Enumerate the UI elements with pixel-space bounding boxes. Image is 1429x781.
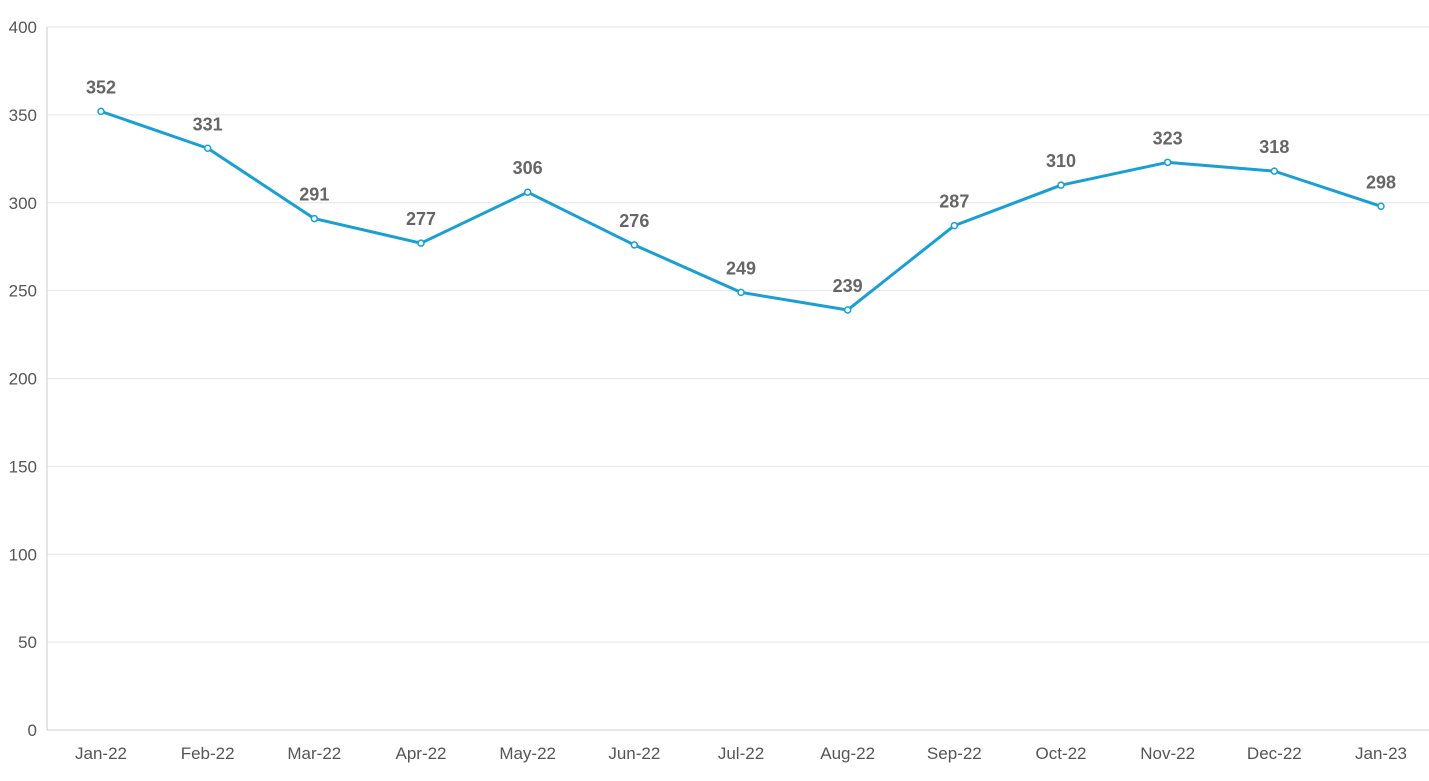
data-point[interactable] [737, 288, 745, 297]
data-label: 318 [1259, 137, 1289, 157]
data-point[interactable] [1057, 181, 1065, 189]
data-label: 306 [513, 158, 543, 178]
y-tick-label: 0 [28, 721, 37, 740]
data-point[interactable] [417, 239, 425, 247]
data-label: 291 [299, 185, 329, 205]
y-tick-label: 100 [9, 545, 37, 564]
x-tick-label: Jun-22 [608, 744, 660, 763]
data-label: 239 [833, 276, 863, 296]
series-line-group [99, 109, 1383, 312]
data-point[interactable] [1163, 158, 1172, 167]
data-label: 310 [1046, 151, 1076, 171]
data-point[interactable] [1377, 202, 1385, 211]
data-point[interactable] [523, 188, 532, 196]
data-label: 277 [406, 209, 436, 229]
x-tick-label: Jan-22 [75, 744, 127, 763]
gridlines [47, 26, 1429, 643]
y-tick-label: 50 [18, 633, 37, 652]
data-label: 287 [939, 192, 969, 212]
data-points [97, 107, 1385, 314]
x-axis: Jan-22 Feb-22 Mar-22 Apr-22 May-22 Jun-22 Jul-… [47, 729, 1429, 763]
data-point[interactable] [843, 306, 852, 314]
x-tick-label: Sep-22 [927, 744, 982, 763]
data-point[interactable] [630, 241, 639, 249]
x-tick-label: Dec-22 [1247, 744, 1302, 763]
x-tick-label: May-22 [499, 744, 556, 763]
y-tick-label: 250 [9, 282, 37, 301]
data-point[interactable] [310, 214, 319, 223]
y-tick-label: 200 [9, 370, 37, 389]
x-tick-label: Feb-22 [181, 744, 235, 763]
data-label: 331 [193, 114, 223, 134]
data-label: 323 [1153, 128, 1183, 148]
series-line [99, 109, 1383, 312]
data-labels: 352 331 291 277 306 276 249 239 287 310 323 318 298 [86, 77, 1396, 296]
x-tick-label: Aug-22 [820, 744, 875, 763]
x-tick-label: Apr-22 [395, 744, 446, 763]
y-tick-label: 400 [9, 18, 37, 37]
data-label: 352 [86, 77, 116, 97]
y-tick-label: 350 [9, 106, 37, 125]
data-point[interactable] [1270, 167, 1279, 175]
data-point[interactable] [203, 144, 212, 153]
data-point[interactable] [97, 107, 105, 116]
data-label: 298 [1366, 172, 1396, 192]
y-axis: 0 50 100 150 200 250 300 350 400 [9, 18, 48, 740]
data-point[interactable] [950, 221, 959, 230]
x-tick-label: Oct-22 [1035, 744, 1086, 763]
x-tick-label: Jul-22 [718, 744, 764, 763]
y-tick-label: 150 [9, 457, 37, 476]
y-tick-label: 300 [9, 194, 37, 213]
x-tick-label: Mar-22 [287, 744, 341, 763]
x-tick-label: Nov-22 [1140, 744, 1195, 763]
x-tick-label: Jan-23 [1355, 744, 1407, 763]
data-label: 249 [726, 258, 756, 278]
data-label: 276 [619, 211, 649, 231]
